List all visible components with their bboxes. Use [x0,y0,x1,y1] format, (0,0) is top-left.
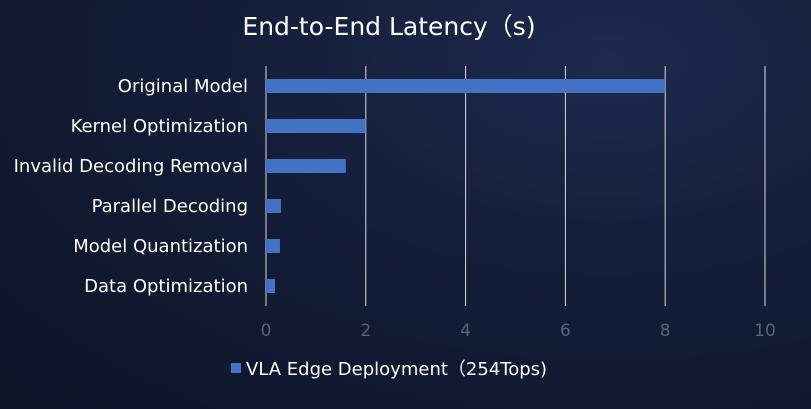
legend: VLA Edge Deployment（254Tops) [231,359,547,380]
bar-kernel-optimization [266,119,366,133]
bars [266,79,666,293]
x-tick-label: 8 [660,321,671,341]
category-label: Original Model [118,76,248,97]
category-labels: Original Model Kernel Optimization Invalid… [14,76,248,297]
category-label: Parallel Decoding [92,196,248,217]
bar-model-quantization [266,239,280,253]
x-tick-label: 10 [754,321,776,341]
bar-data-optimization [266,279,275,293]
category-label: Kernel Optimization [71,116,248,137]
x-tick-label: 4 [460,321,471,341]
x-axis-ticks: 0 2 4 6 8 10 [261,321,776,341]
legend-label: VLA Edge Deployment（254Tops) [246,359,547,380]
bar-parallel-decoding [266,199,281,213]
x-tick-label: 0 [261,321,272,341]
category-label: Data Optimization [84,276,248,297]
category-label: Model Quantization [73,236,248,257]
category-label: Invalid Decoding Removal [14,156,248,177]
bar-original-model [266,79,666,93]
x-tick-label: 6 [560,321,571,341]
legend-swatch [231,363,241,373]
grid-lines [265,66,766,306]
chart-title: End-to-End Latency（s) [242,12,535,41]
x-tick-label: 2 [360,321,371,341]
bar-invalid-decoding-removal [266,159,346,173]
